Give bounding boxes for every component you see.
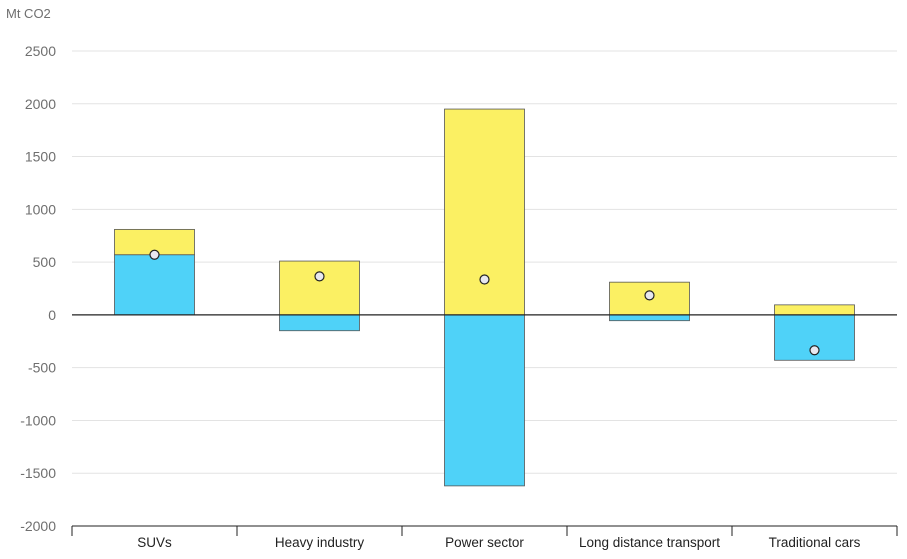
x-category-label: Long distance transport <box>579 535 720 550</box>
bar-series-0 <box>444 314 525 487</box>
bars <box>114 108 855 487</box>
y-axis-ticks: 2500 2000 1500 1000 500 0 -500 -1000 -1500 -2000 <box>20 43 56 534</box>
y-axis-unit-label: Mt CO2 <box>6 6 51 21</box>
x-axis: SUVs Heavy industry Power sector Long dista… <box>71 525 898 550</box>
net-marker <box>149 249 160 260</box>
bar-series-1 <box>774 304 855 316</box>
bar-series-0 <box>114 254 195 316</box>
net-marker <box>644 290 655 301</box>
bar-series-1 <box>279 260 360 316</box>
x-category-label: Traditional cars <box>769 535 861 550</box>
y-tick-label: 1000 <box>25 201 56 217</box>
net-marker <box>314 271 325 282</box>
x-category-label: Heavy industry <box>275 535 365 550</box>
bar-series-0 <box>609 314 690 322</box>
bar-series-0 <box>279 314 360 332</box>
x-category-label: SUVs <box>137 535 172 550</box>
net-marker <box>809 345 820 356</box>
y-tick-label: 2500 <box>25 43 56 59</box>
y-tick-label: 2000 <box>25 96 56 112</box>
y-tick-label: 1500 <box>25 149 56 165</box>
y-tick-label: -1000 <box>20 412 56 428</box>
y-tick-label: 0 <box>48 307 56 323</box>
markers <box>149 249 820 356</box>
y-tick-label: 500 <box>33 254 57 270</box>
y-tick-label: -500 <box>28 360 56 376</box>
net-marker <box>479 274 490 285</box>
y-tick-label: -1500 <box>20 465 56 481</box>
y-tick-label: -2000 <box>20 518 56 534</box>
x-category-label: Power sector <box>445 535 524 550</box>
